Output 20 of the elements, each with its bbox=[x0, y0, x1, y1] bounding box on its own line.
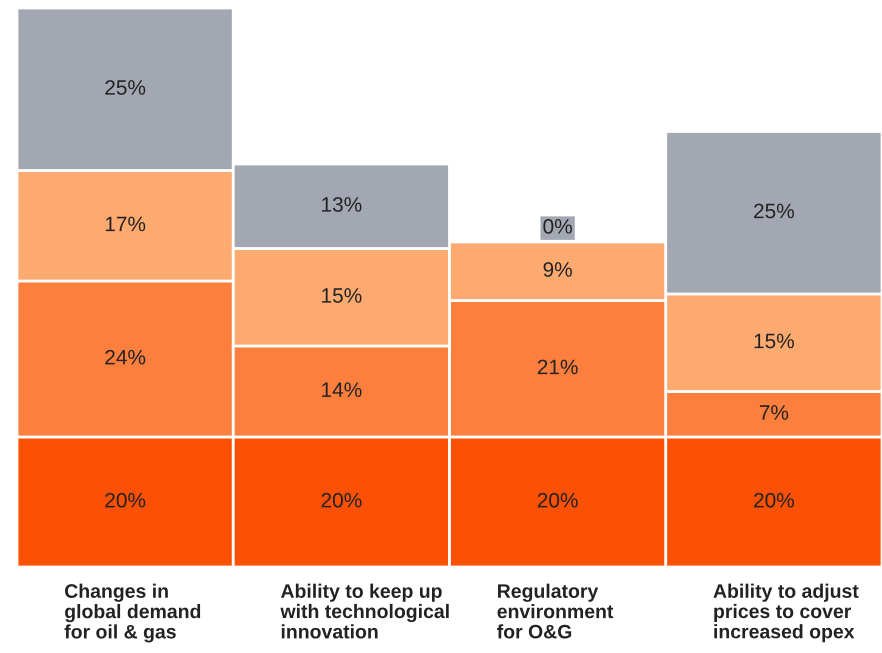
x-tick-label: Changes in global demand for oil & gas bbox=[64, 584, 200, 643]
x-tick-label: Ability to adjust prices to cover increased opex bbox=[713, 584, 859, 642]
data-label: 20% bbox=[322, 492, 362, 508]
data-label: 25% bbox=[754, 204, 794, 218]
data-label: 17% bbox=[106, 216, 146, 232]
data-label: 25% bbox=[105, 80, 146, 95]
x-tick-label: Regulatory environment for O&G bbox=[497, 584, 614, 639]
data-label: 20% bbox=[754, 492, 794, 508]
data-label: 24% bbox=[105, 350, 146, 365]
data-label: 20% bbox=[105, 492, 146, 508]
data-label: 9% bbox=[544, 262, 572, 277]
data-label: 0% bbox=[543, 218, 572, 234]
x-tick-label: Ability to keep up with technological innovation bbox=[280, 584, 449, 639]
data-label: 14% bbox=[322, 382, 362, 398]
data-label: 15% bbox=[322, 288, 362, 303]
data-label: 21% bbox=[538, 360, 578, 374]
data-label: 15% bbox=[754, 334, 794, 348]
data-label: 13% bbox=[322, 197, 362, 212]
data-label: 20% bbox=[538, 492, 578, 508]
data-label: 7% bbox=[760, 405, 788, 420]
